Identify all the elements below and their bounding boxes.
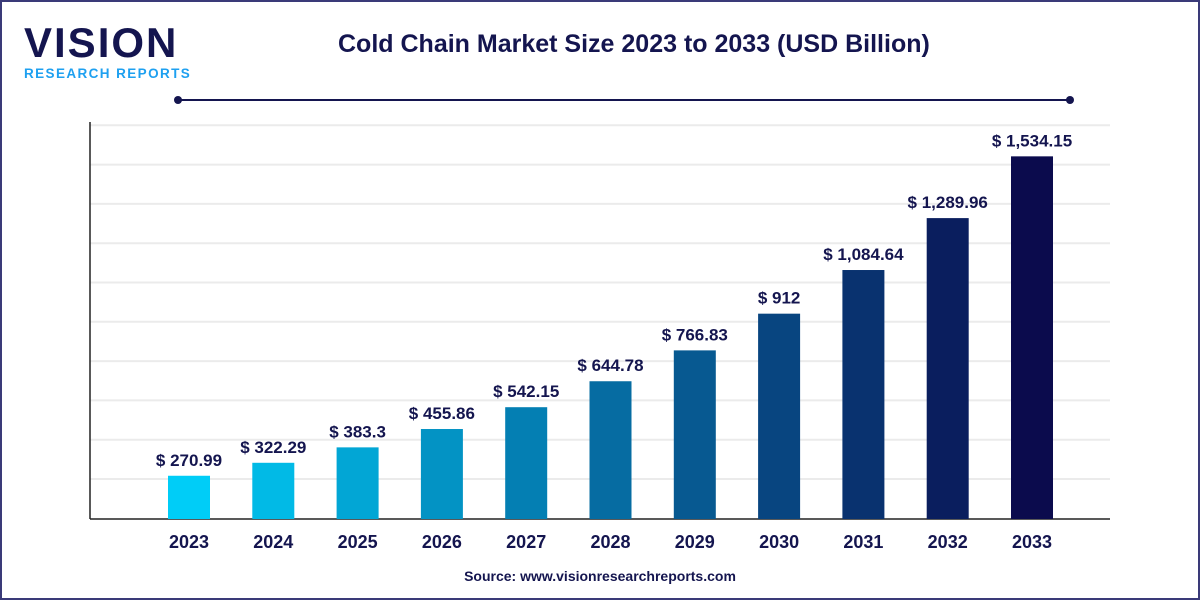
bar-2023 xyxy=(168,475,210,519)
bar-2028 xyxy=(589,381,632,519)
x-tick-label-2023: 2023 xyxy=(169,532,209,552)
data-label-2031: $ 1,084.64 xyxy=(823,245,904,264)
x-tick-label-2028: 2028 xyxy=(590,532,630,552)
data-label-2030: $ 912 xyxy=(758,289,801,308)
data-label-2027: $ 542.15 xyxy=(493,382,559,401)
bar-2024 xyxy=(252,462,295,519)
x-tick-label-2027: 2027 xyxy=(506,532,546,552)
bar-2027 xyxy=(505,407,548,519)
x-tick-label-2033: 2033 xyxy=(1012,532,1052,552)
chart-title: Cold Chain Market Size 2023 to 2033 (USD… xyxy=(338,30,930,58)
data-label-2023: $ 270.99 xyxy=(156,451,222,470)
data-label-2028: $ 644.78 xyxy=(577,356,643,375)
x-tick-label-2024: 2024 xyxy=(253,532,293,552)
bar-2031 xyxy=(842,270,885,519)
x-tick-label-2026: 2026 xyxy=(422,532,462,552)
data-label-2032: $ 1,289.96 xyxy=(908,193,988,212)
bar-2030 xyxy=(758,313,801,519)
data-label-2024: $ 322.29 xyxy=(240,438,306,457)
data-label-2029: $ 766.83 xyxy=(662,325,728,344)
bar-2032 xyxy=(926,218,969,519)
x-tick-label-2030: 2030 xyxy=(759,532,799,552)
x-tick-label-2025: 2025 xyxy=(338,532,378,552)
bar-2025 xyxy=(336,447,379,519)
bar-2029 xyxy=(673,350,716,519)
x-tick-label-2031: 2031 xyxy=(843,532,883,552)
x-tick-label-2029: 2029 xyxy=(675,532,715,552)
logo-sub: RESEARCH REPORTS xyxy=(24,66,192,81)
bar-2033 xyxy=(1011,156,1053,520)
title-divider xyxy=(178,99,1071,101)
data-label-2026: $ 455.86 xyxy=(409,404,475,423)
divider-dot-left xyxy=(174,96,182,104)
source-note: Source: www.visionresearchreports.com xyxy=(464,568,736,584)
logo-main: VISION xyxy=(24,19,179,66)
bar-2026 xyxy=(420,429,463,519)
x-tick-label-2032: 2032 xyxy=(928,532,968,552)
divider-dot-right xyxy=(1066,96,1074,104)
data-label-2025: $ 383.3 xyxy=(329,422,386,441)
data-label-2033: $ 1,534.15 xyxy=(992,131,1072,150)
logo: VISION RESEARCH REPORTS xyxy=(24,19,192,82)
